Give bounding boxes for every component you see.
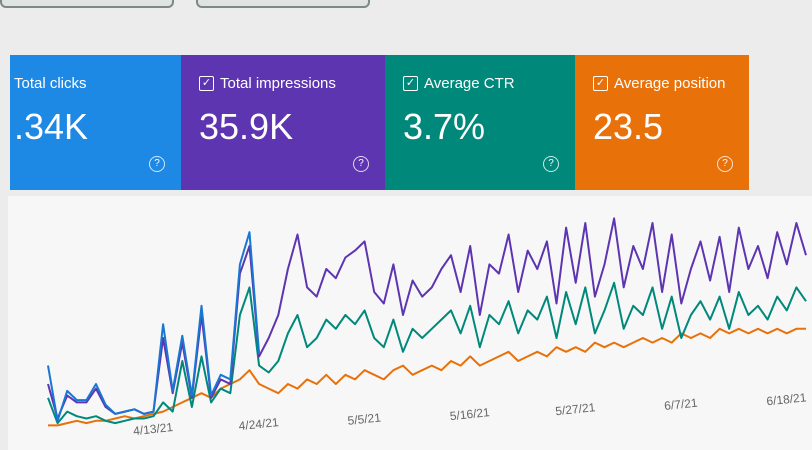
button[interactable] [196, 0, 370, 8]
help-icon[interactable]: ? [149, 156, 165, 172]
metric-card[interactable]: ✓ Average position 23.5 ? [575, 55, 749, 190]
help-icon[interactable]: ? [543, 156, 559, 172]
metric-value: 35.9K [199, 106, 294, 147]
metric-cards: Total clicks .34K ? ✓ Total impressions 35… [10, 55, 749, 190]
x-tick-label: 5/27/21 [555, 400, 597, 418]
metric-label: Total impressions [220, 75, 336, 92]
x-tick-label: 4/24/21 [238, 415, 280, 433]
x-tick-label: 5/5/21 [347, 410, 382, 427]
metric-label-row: ✓ Average position [593, 75, 731, 92]
x-tick-label: 6/18/21 [766, 390, 808, 408]
x-tick-label: 4/13/21 [132, 420, 174, 438]
chart-panel [8, 196, 812, 450]
metric-card[interactable]: Total clicks .34K ? [10, 55, 181, 190]
button[interactable] [0, 0, 174, 8]
checkbox[interactable]: ✓ [199, 76, 214, 91]
x-tick-label: 6/7/21 [664, 396, 699, 413]
series-line [47, 231, 261, 422]
metric-card[interactable]: ✓ Average CTR 3.7% ? [385, 55, 575, 190]
metric-label: Average position [614, 75, 726, 92]
series-line [47, 281, 807, 425]
x-tick-label: 5/16/21 [449, 405, 491, 423]
checkbox[interactable]: ✓ [593, 76, 608, 91]
metric-value: .34K [14, 106, 89, 147]
help-icon[interactable]: ? [353, 156, 369, 172]
metric-label-row: Total clicks [14, 75, 163, 92]
metric-label-row: ✓ Total impressions [199, 75, 367, 92]
metric-label-row: ✓ Average CTR [403, 75, 557, 92]
metric-value: 3.7% [403, 106, 486, 147]
metric-card[interactable]: ✓ Total impressions 35.9K ? [181, 55, 385, 190]
help-icon[interactable]: ? [717, 156, 733, 172]
metric-value: 23.5 [593, 106, 664, 147]
metric-label: Average CTR [424, 75, 515, 92]
metric-label: Total clicks [14, 75, 87, 92]
checkbox[interactable]: ✓ [403, 76, 418, 91]
